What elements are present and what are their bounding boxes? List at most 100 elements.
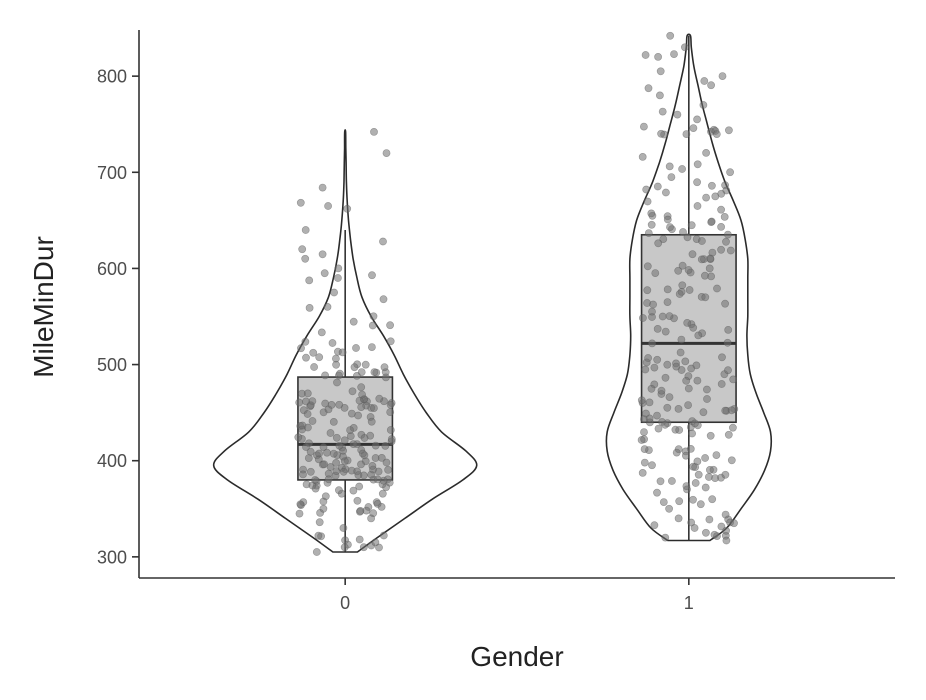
data-point: [711, 474, 719, 482]
data-point: [386, 321, 394, 330]
data-point: [653, 355, 662, 364]
data-point: [684, 384, 693, 393]
data-point: [647, 209, 656, 218]
data-point: [386, 426, 395, 434]
data-point: [682, 130, 691, 138]
data-point: [323, 448, 331, 457]
data-point: [358, 390, 366, 399]
data-point: [700, 77, 709, 85]
data-point: [303, 423, 312, 432]
data-point: [319, 443, 328, 451]
data-point: [329, 449, 338, 458]
data-point: [665, 312, 674, 320]
data-point: [663, 285, 672, 294]
data-point: [379, 237, 387, 246]
data-point: [327, 400, 336, 409]
data-point: [639, 314, 647, 322]
data-point: [656, 477, 665, 486]
data-point: [306, 447, 315, 456]
data-point: [332, 458, 340, 467]
data-point: [640, 445, 649, 453]
data-point: [318, 183, 327, 192]
data-point: [334, 486, 343, 495]
x-tick-label: 0: [340, 593, 350, 613]
data-point: [643, 286, 652, 295]
data-point: [650, 521, 659, 530]
data-point: [648, 339, 656, 348]
data-point: [338, 348, 347, 357]
data-point: [688, 429, 696, 438]
data-point: [305, 276, 314, 285]
data-point: [675, 426, 684, 434]
data-point: [335, 400, 344, 409]
data-point: [379, 295, 388, 304]
data-point: [689, 124, 698, 133]
data-point: [648, 461, 656, 470]
data-point: [699, 101, 708, 109]
data-point: [722, 536, 731, 545]
data-point: [670, 50, 678, 58]
data-point: [701, 454, 709, 462]
violin-1: [605, 33, 773, 542]
data-point: [333, 274, 342, 282]
data-point: [650, 363, 659, 372]
data-point: [694, 470, 703, 479]
data-point: [352, 344, 360, 352]
data-point: [640, 458, 649, 467]
data-point: [387, 435, 396, 443]
data-point: [674, 266, 683, 275]
data-point: [295, 509, 304, 518]
data-point: [658, 107, 667, 116]
y-tick-label: 300: [97, 547, 127, 567]
data-point: [681, 357, 690, 366]
data-point: [301, 226, 310, 234]
data-point: [302, 353, 310, 362]
data-point: [373, 475, 382, 484]
data-point: [663, 360, 672, 369]
data-point: [357, 383, 366, 392]
data-point: [665, 393, 674, 401]
data-point: [304, 454, 313, 462]
data-point: [315, 353, 324, 362]
data-point: [678, 165, 686, 173]
data-point: [332, 433, 341, 442]
data-point: [705, 264, 714, 273]
data-point: [377, 453, 386, 462]
data-point: [375, 394, 384, 403]
data-point: [701, 293, 710, 302]
data-point: [638, 468, 647, 477]
data-point: [356, 506, 365, 515]
data-point: [371, 441, 380, 450]
data-point: [332, 360, 340, 369]
data-point: [727, 406, 736, 415]
data-point: [645, 398, 654, 407]
data-point: [329, 417, 338, 426]
data-point: [688, 250, 697, 259]
data-point: [324, 475, 333, 484]
data-point: [638, 152, 647, 161]
data-point: [673, 110, 682, 119]
data-point: [722, 526, 730, 535]
data-point: [640, 428, 648, 436]
data-point: [683, 318, 692, 327]
data-point: [642, 409, 650, 418]
data-point: [641, 51, 650, 59]
data-point: [653, 488, 661, 497]
data-point: [382, 149, 391, 157]
data-point: [674, 514, 683, 523]
data-point: [661, 533, 670, 542]
data-point: [682, 482, 691, 490]
data-point: [726, 246, 735, 255]
data-point: [661, 373, 670, 382]
data-point: [340, 436, 349, 445]
y-tick-label: 500: [97, 355, 127, 375]
data-point: [642, 185, 651, 194]
data-point: [371, 538, 380, 547]
data-point: [648, 307, 656, 316]
data-point: [324, 202, 332, 210]
y-axis-title: MileMinDur: [28, 236, 59, 378]
data-point: [713, 532, 721, 540]
data-point: [359, 543, 368, 552]
data-point: [694, 331, 703, 340]
data-point: [674, 404, 683, 413]
